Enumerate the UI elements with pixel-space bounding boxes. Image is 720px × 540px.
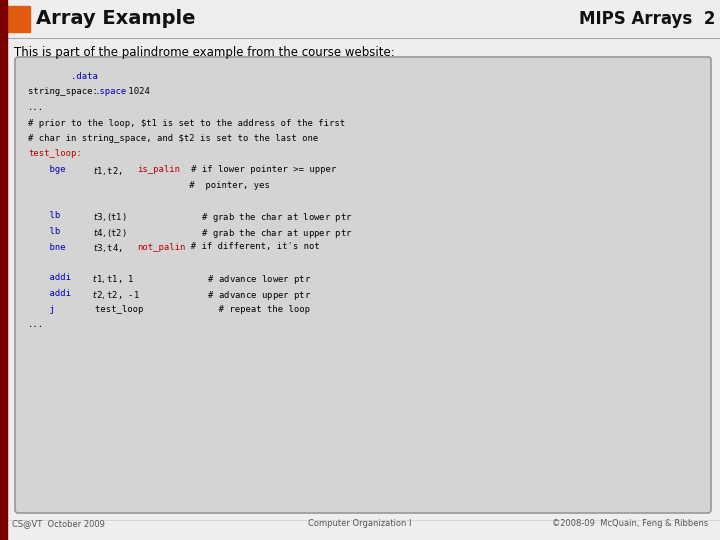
Text: # char in string_space, and $t2 is set to the last one: # char in string_space, and $t2 is set t… — [28, 134, 318, 143]
Text: # if lower pointer >= upper: # if lower pointer >= upper — [175, 165, 336, 174]
Text: $t2, $t2, -1             # advance upper ptr: $t2, $t2, -1 # advance upper ptr — [66, 289, 311, 302]
Text: bge: bge — [28, 165, 66, 174]
Text: lb: lb — [28, 212, 60, 220]
Text: $t1, $t1, 1              # advance lower ptr: $t1, $t1, 1 # advance lower ptr — [66, 273, 311, 287]
Bar — [0, 38, 7, 540]
Text: MIPS Arrays  2: MIPS Arrays 2 — [579, 10, 715, 28]
Text: Array Example: Array Example — [36, 10, 196, 29]
Text: 1024: 1024 — [123, 87, 150, 97]
Text: This is part of the palindrome example from the course website:: This is part of the palindrome example f… — [14, 46, 395, 59]
Text: test_loop              # repeat the loop: test_loop # repeat the loop — [52, 305, 310, 314]
Text: # prior to the loop, $t1 is set to the address of the first: # prior to the loop, $t1 is set to the a… — [28, 118, 345, 127]
Text: $t4, ($t2)              # grab the char at upper ptr: $t4, ($t2) # grab the char at upper ptr — [56, 227, 354, 240]
Text: # if different, it's not: # if different, it's not — [180, 242, 320, 252]
Text: $t3, ($t1)              # grab the char at lower ptr: $t3, ($t1) # grab the char at lower ptr — [56, 212, 354, 225]
Text: #  pointer, yes: # pointer, yes — [28, 180, 270, 190]
Text: Computer Organization I: Computer Organization I — [308, 519, 412, 528]
Text: test_loop:: test_loop: — [28, 150, 82, 159]
Text: $t1, $t2,: $t1, $t2, — [61, 165, 125, 177]
Text: .data: .data — [28, 72, 98, 81]
Text: $t3, $t4,: $t3, $t4, — [61, 242, 125, 254]
Text: addi: addi — [28, 273, 71, 282]
Text: bne: bne — [28, 242, 66, 252]
Text: is_palin: is_palin — [138, 165, 180, 174]
Bar — [0, 0, 7, 38]
Text: ...: ... — [28, 103, 44, 112]
Bar — [4, 6, 30, 32]
Text: ...: ... — [28, 320, 44, 329]
Text: addi: addi — [28, 289, 71, 298]
Text: lb: lb — [28, 227, 60, 236]
Text: CS@VT  October 2009: CS@VT October 2009 — [12, 519, 105, 528]
FancyBboxPatch shape — [15, 57, 711, 513]
Text: not_palin: not_palin — [138, 242, 186, 252]
Text: ©2008-09  McQuain, Feng & Ribbens: ©2008-09 McQuain, Feng & Ribbens — [552, 519, 708, 528]
Text: string_space:: string_space: — [28, 87, 103, 97]
Text: .space: .space — [94, 87, 127, 97]
Text: j: j — [28, 305, 55, 314]
